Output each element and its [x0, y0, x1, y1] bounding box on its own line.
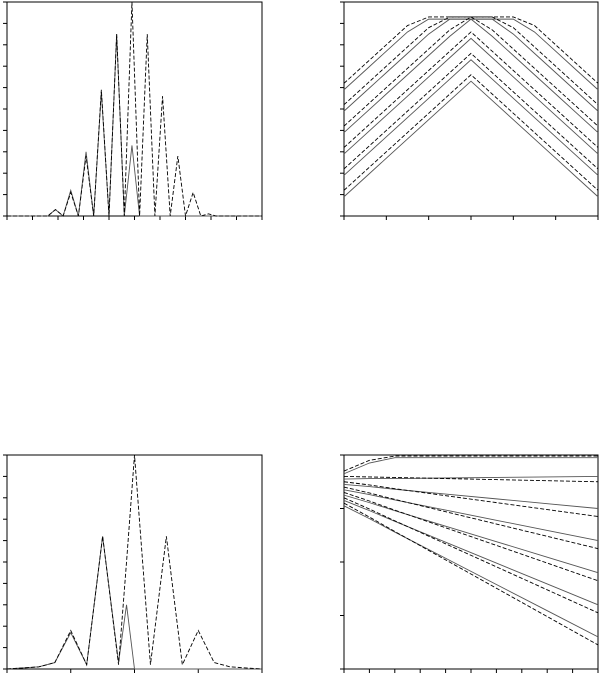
data-line	[343, 52, 599, 170]
data-line	[343, 481, 599, 517]
data-line	[343, 489, 599, 542]
data-line	[343, 16, 599, 127]
data-line	[343, 494, 599, 574]
data-line	[6, 536, 262, 670]
data-line	[343, 80, 599, 198]
data-line	[343, 455, 598, 472]
data-line	[343, 483, 599, 509]
data-line	[343, 502, 599, 646]
data-line	[343, 475, 599, 480]
data-line	[343, 475, 599, 483]
data-line	[343, 18, 599, 133]
data-line	[7, 1, 262, 217]
data-line	[343, 492, 599, 582]
data-line	[6, 454, 263, 670]
data-line	[343, 16, 599, 84]
plot-frame	[343, 1, 599, 217]
data-line	[343, 505, 599, 638]
data-line	[343, 497, 599, 614]
plot-frame	[6, 454, 263, 670]
data-line	[343, 500, 599, 606]
data-line	[343, 457, 598, 475]
data-line	[343, 18, 599, 91]
data-line	[343, 59, 599, 176]
plot-frame	[6, 1, 263, 217]
data-line	[343, 74, 599, 191]
data-line	[343, 31, 599, 148]
data-line	[343, 486, 599, 550]
data-line	[343, 37, 599, 155]
data-line	[7, 34, 262, 217]
